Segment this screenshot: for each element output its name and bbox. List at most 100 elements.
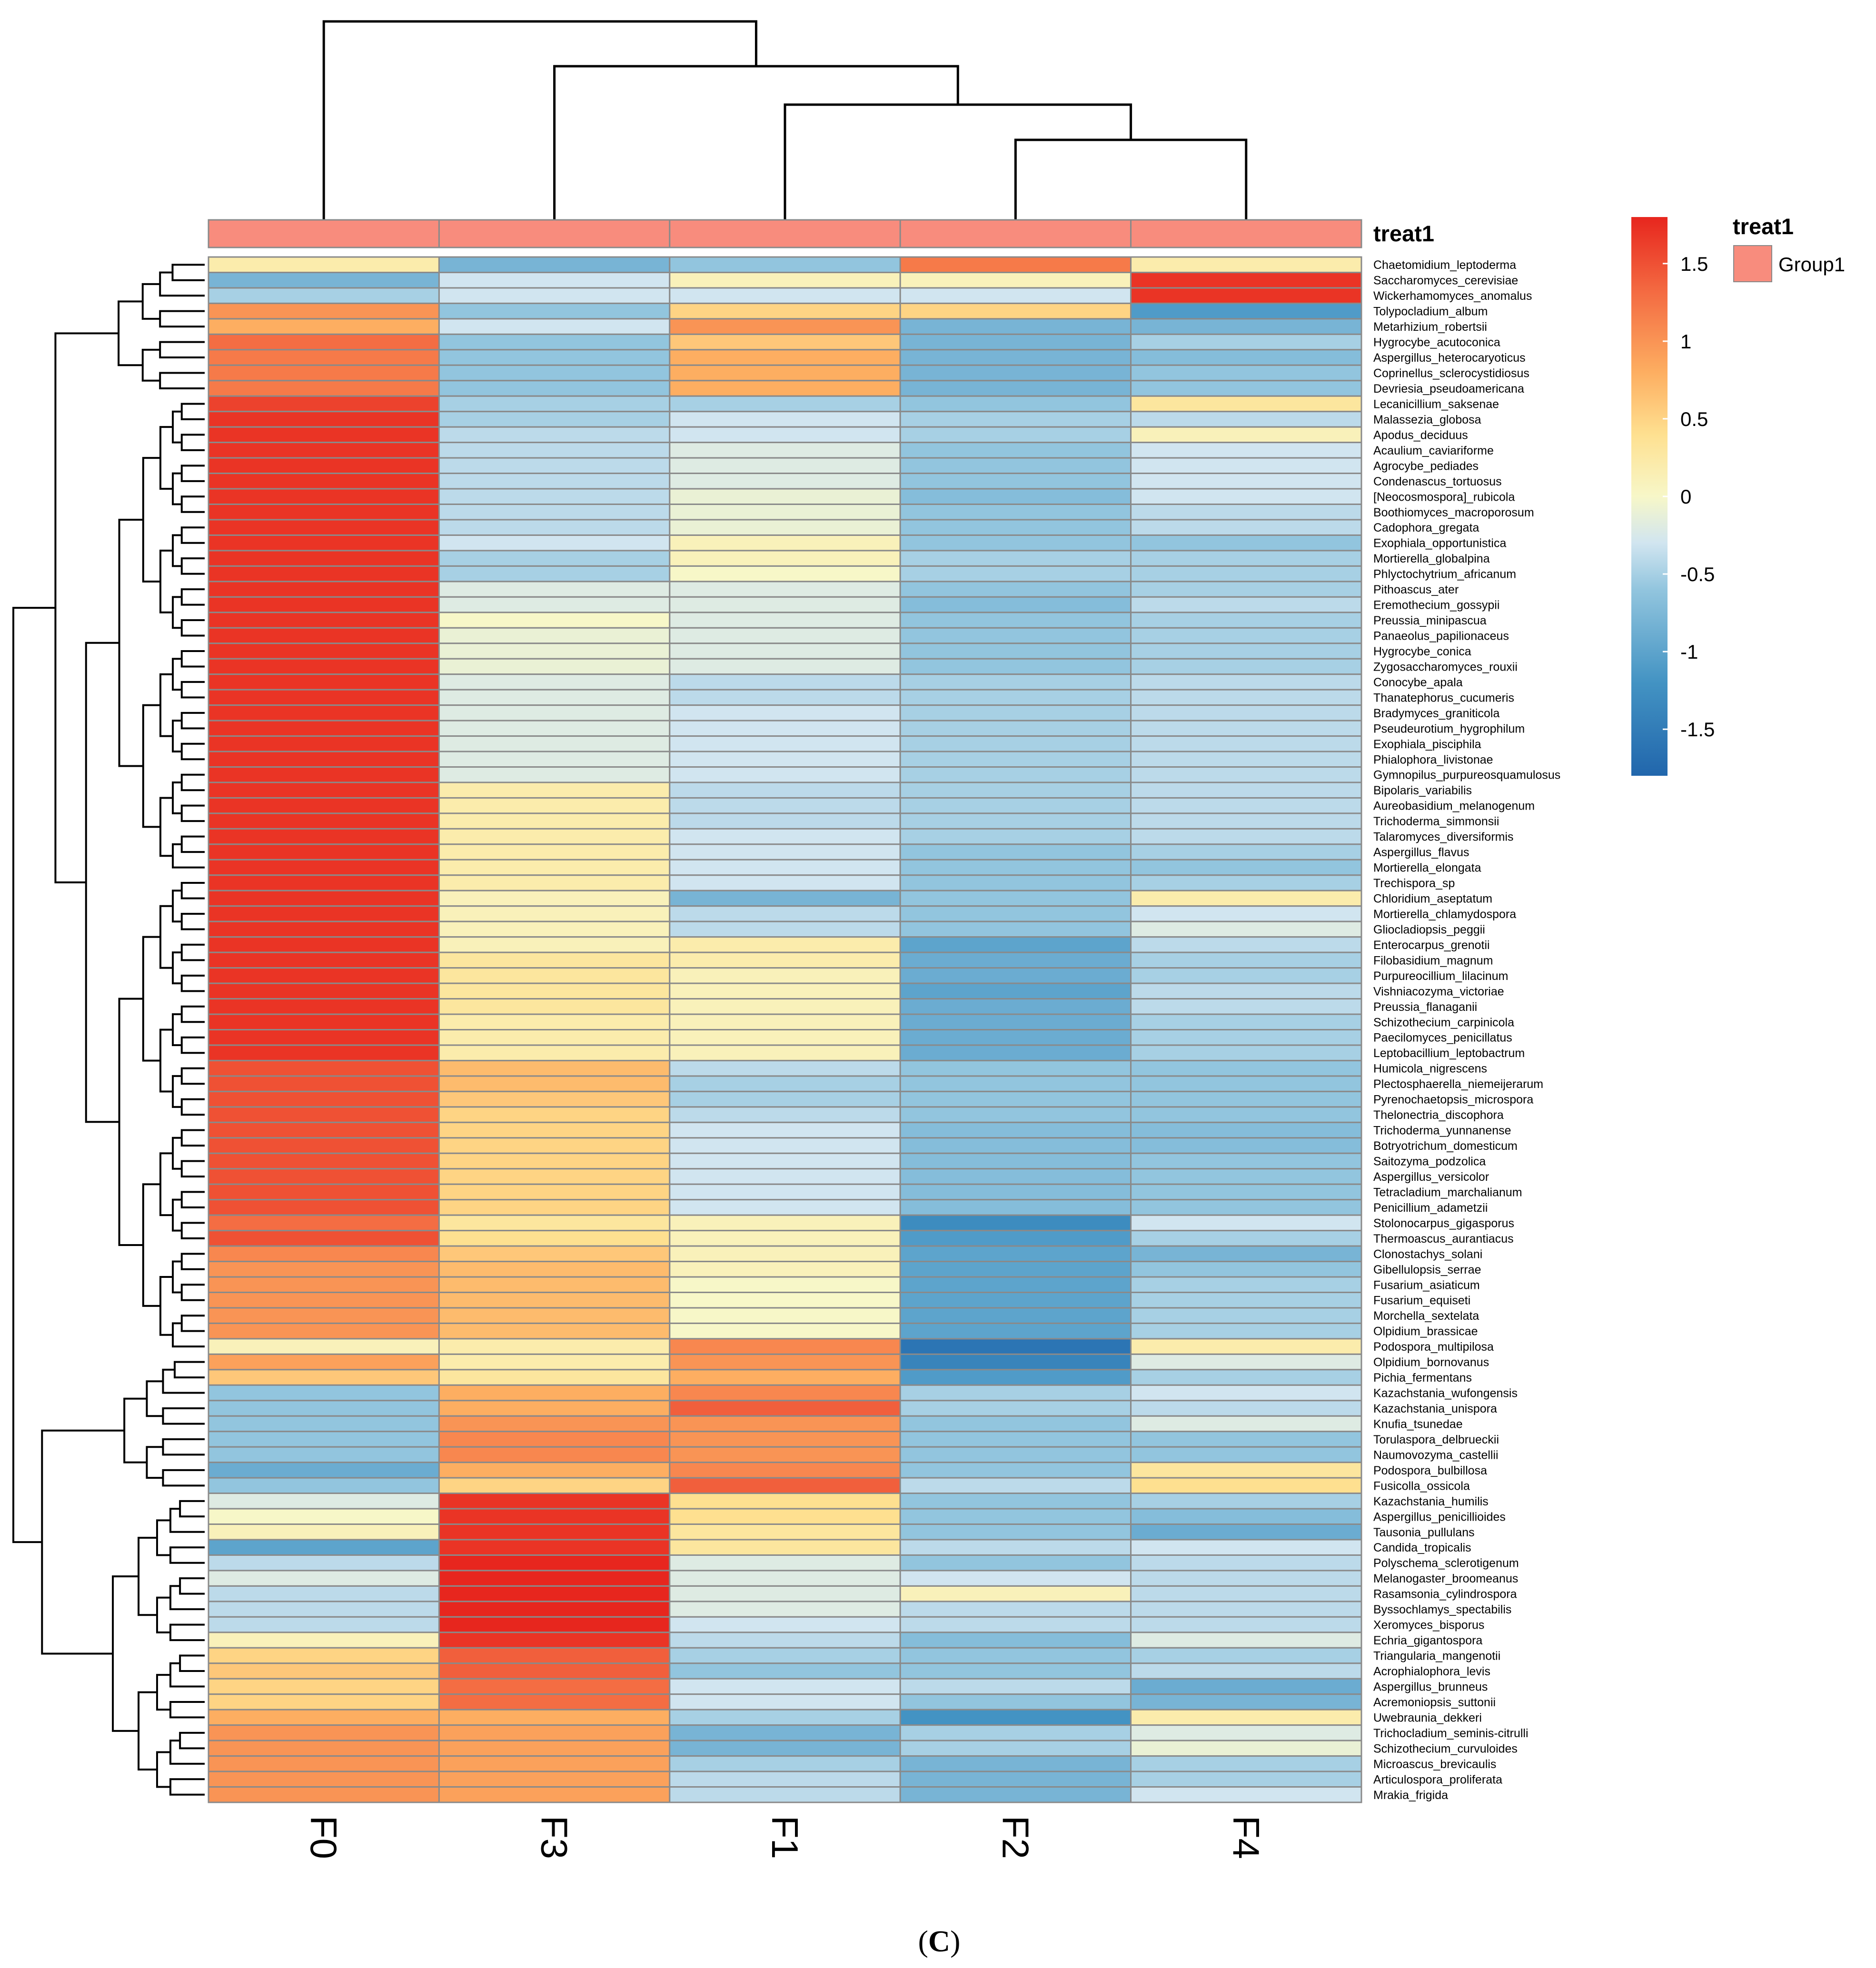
- annotation-cell: [669, 219, 901, 248]
- heatmap-cell: [208, 411, 440, 428]
- row-label: Podospora_multipilosa: [1373, 1340, 1494, 1354]
- row-label: Acremoniopsis_suttonii: [1373, 1696, 1496, 1709]
- heatmap-cell: [669, 673, 901, 691]
- dendrogram-link: [172, 534, 182, 567]
- dendrogram-link: [118, 518, 143, 767]
- heatmap-cell: [208, 1477, 440, 1494]
- heatmap-cell: [208, 1724, 440, 1741]
- heatmap-cell: [669, 1740, 901, 1757]
- heatmap-cell: [208, 395, 440, 413]
- heatmap-cell: [1130, 1462, 1362, 1479]
- heatmap-cell: [899, 1493, 1132, 1510]
- heatmap-cell: [1130, 1477, 1362, 1494]
- heatmap-cell: [899, 380, 1132, 397]
- dendrogram-link: [142, 1183, 160, 1307]
- heatmap-cell: [438, 1230, 671, 1247]
- heatmap-cell: [899, 1291, 1132, 1309]
- row-label: Preussia_minipascua: [1373, 614, 1487, 627]
- heatmap-cell: [899, 1384, 1132, 1402]
- dendrogram-link: [159, 310, 205, 328]
- heatmap-cell: [438, 519, 671, 536]
- heatmap-cell: [208, 936, 440, 953]
- heatmap-cell: [208, 426, 440, 444]
- heatmap-cell: [669, 442, 901, 459]
- heatmap-cell: [438, 874, 671, 891]
- row-label: Aspergillus_flavus: [1373, 846, 1469, 859]
- dendrogram-link: [156, 1751, 170, 1788]
- heatmap-cell: [1130, 1261, 1362, 1278]
- heatmap-cell: [208, 812, 440, 830]
- heatmap-cell: [899, 1740, 1132, 1757]
- heatmap-cell: [899, 1013, 1132, 1031]
- row-label: Zygosaccharomyces_rouxii: [1373, 660, 1518, 673]
- heatmap-cell: [669, 426, 901, 444]
- heatmap-cell: [899, 1662, 1132, 1680]
- dendrogram-link: [142, 936, 160, 1062]
- row-label: Purpureocillium_lilacinum: [1373, 969, 1508, 983]
- panel-caption: (C): [918, 1924, 961, 1958]
- heatmap-cell: [669, 951, 901, 969]
- heatmap-cell: [899, 1230, 1132, 1247]
- heatmap-cell: [669, 1709, 901, 1726]
- heatmap-cell: [208, 967, 440, 984]
- group1-swatch: [1733, 245, 1772, 282]
- heatmap-cell: [438, 1632, 671, 1649]
- heatmap-cell: [899, 1786, 1132, 1803]
- heatmap-cell: [208, 920, 440, 938]
- heatmap-cell: [669, 1353, 901, 1371]
- row-label: Clonostachys_solani: [1373, 1247, 1482, 1261]
- heatmap-cell: [899, 627, 1132, 644]
- heatmap-cell: [899, 1508, 1132, 1525]
- heatmap-cell: [208, 1570, 440, 1587]
- row-label: Schizothecium_carpinicola: [1373, 1016, 1514, 1029]
- heatmap-cell: [438, 982, 671, 1000]
- heatmap-cell: [899, 1755, 1132, 1772]
- heatmap-cell: [669, 1616, 901, 1633]
- heatmap-cell: [438, 302, 671, 320]
- heatmap-cell: [669, 1029, 901, 1046]
- row-label: Metarhizium_robertsii: [1373, 320, 1487, 334]
- heatmap-cell: [899, 720, 1132, 737]
- dendrogram-link: [159, 271, 205, 297]
- heatmap-cell: [208, 581, 440, 598]
- heatmap-cell: [899, 1709, 1132, 1726]
- dendrogram-link: [172, 720, 182, 753]
- heatmap-cell: [438, 333, 671, 351]
- heatmap-cell: [208, 1415, 440, 1433]
- heatmap-cell: [1130, 1214, 1362, 1232]
- row-label: Tausonia_pullulans: [1373, 1526, 1475, 1539]
- heatmap-cell: [899, 1090, 1132, 1108]
- heatmap-cell: [208, 1029, 440, 1046]
- heatmap-cell: [669, 1137, 901, 1154]
- heatmap-cell: [899, 859, 1132, 876]
- heatmap-cell: [899, 1477, 1132, 1494]
- heatmap-cell: [438, 1291, 671, 1309]
- row-label: Enterocarpus_grenotii: [1373, 939, 1490, 952]
- heatmap-cell: [208, 1013, 440, 1031]
- heatmap-cell: [1130, 349, 1362, 366]
- heatmap-cell: [1130, 1137, 1362, 1154]
- heatmap-cell: [1130, 1770, 1362, 1788]
- heatmap-cell: [438, 735, 671, 752]
- heatmap-cell: [1130, 302, 1362, 320]
- row-label: Trichoderma_simmonsii: [1373, 815, 1499, 828]
- heatmap-cell: [438, 1693, 671, 1711]
- heatmap-cell: [669, 488, 901, 505]
- heatmap-cell: [669, 1493, 901, 1510]
- heatmap-cell: [438, 504, 671, 521]
- heatmap-cell: [208, 442, 440, 459]
- heatmap-cell: [438, 627, 671, 644]
- dendrogram-link: [142, 457, 160, 583]
- heatmap-cell: [899, 658, 1132, 675]
- heatmap-cell: [1130, 256, 1362, 273]
- heatmap-cell: [899, 1724, 1132, 1741]
- row-label: Talaromyces_diversiformis: [1373, 831, 1514, 844]
- color-legend-bar: [1631, 217, 1668, 776]
- heatmap-cell: [208, 998, 440, 1015]
- dendrogram-link: [159, 1152, 173, 1216]
- heatmap-cell: [438, 859, 671, 876]
- dendrogram-link: [172, 951, 182, 985]
- row-label: Pithoascus_ater: [1373, 583, 1459, 596]
- heatmap-cell: [669, 1152, 901, 1170]
- heatmap-cell: [438, 1740, 671, 1757]
